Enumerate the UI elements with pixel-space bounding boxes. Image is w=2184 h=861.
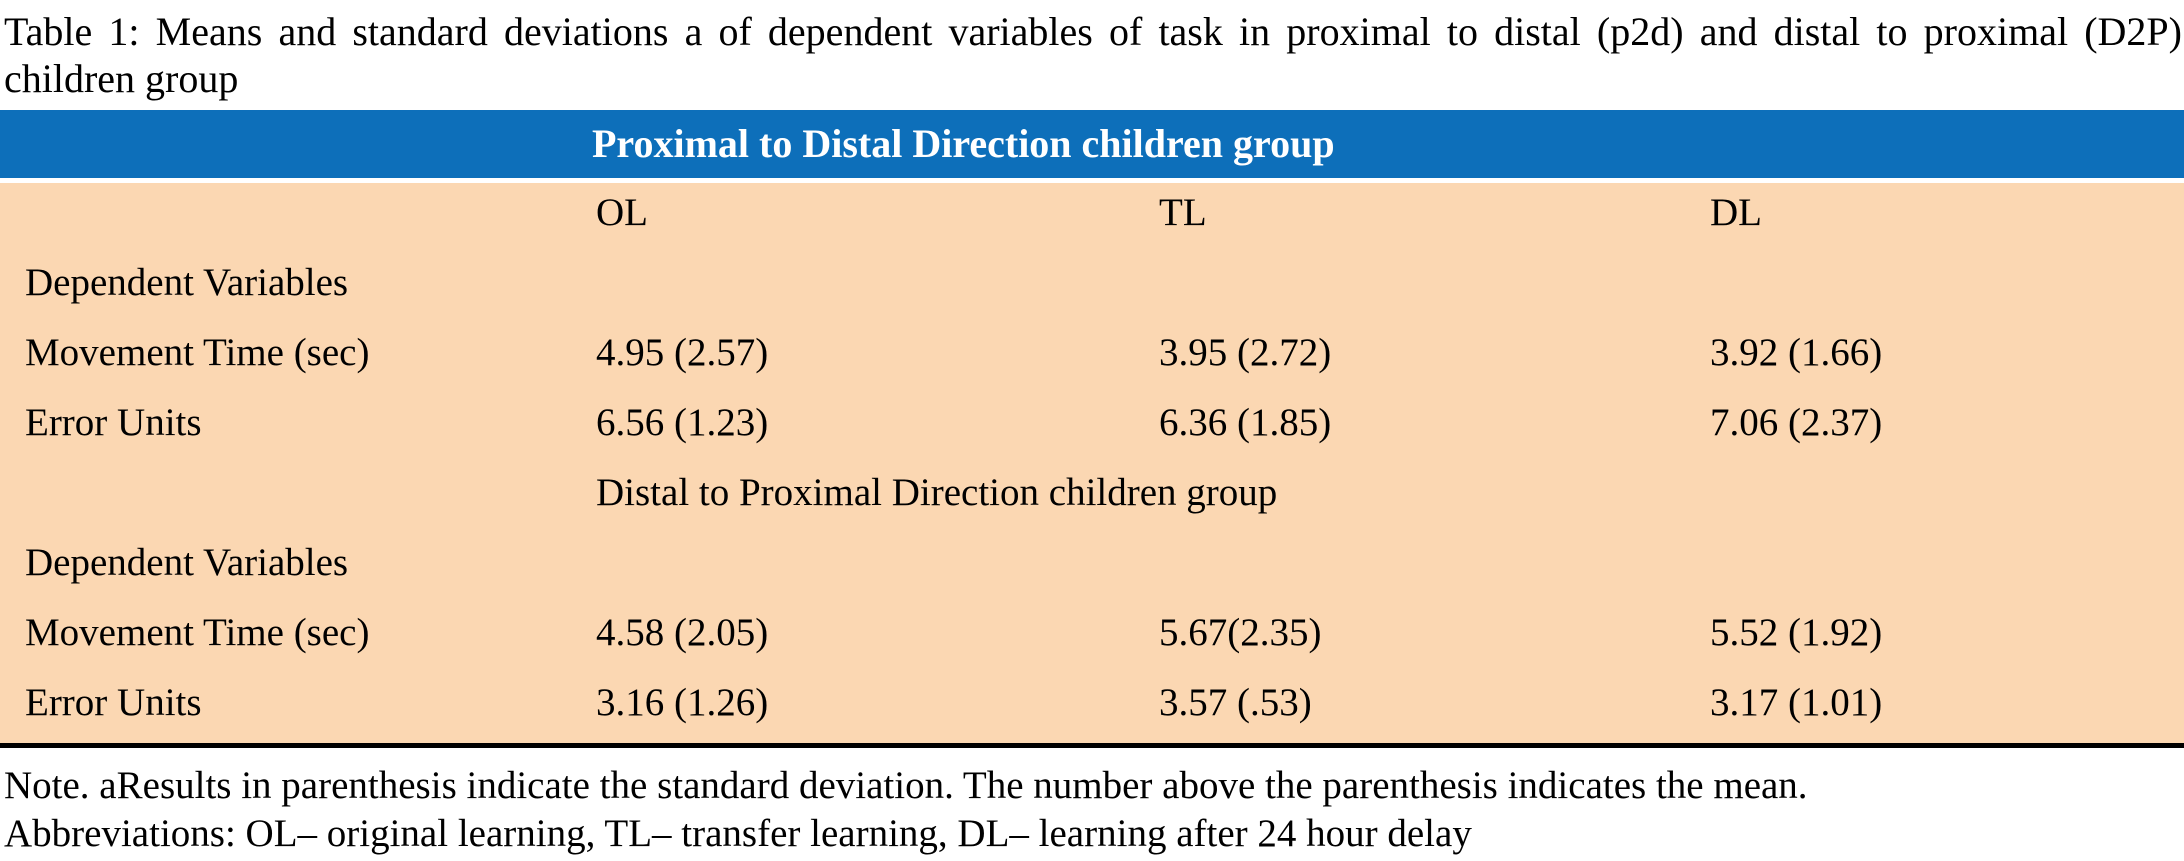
column-header-empty (0, 183, 596, 191)
table-bottom-rule (0, 743, 2184, 748)
cell-tl: 3.95 (2.72) (1159, 331, 1332, 374)
row-label: Error Units (25, 681, 202, 724)
note-line-2: Abbreviations: OL– original learning, TL… (4, 812, 1472, 855)
empty-cell (0, 463, 596, 471)
column-header-row: OL TL DL (0, 183, 2184, 253)
cell-tl: 3.57 (.53) (1159, 681, 1312, 724)
group2-header-row: Distal to Proximal Direction children gr… (0, 463, 2184, 533)
cell-ol: 3.16 (1.26) (596, 681, 769, 724)
group1-label-row: Dependent Variables (0, 253, 2184, 323)
cell-ol: 4.58 (2.05) (596, 611, 769, 654)
group1-header: Proximal to Distal Direction children gr… (592, 121, 1335, 166)
cell-tl: 6.36 (1.85) (1159, 401, 1332, 444)
cell-dl: 3.17 (1.01) (1710, 681, 1883, 724)
empty-cell (1159, 253, 1710, 261)
row-label: Error Units (25, 401, 202, 444)
row-label: Movement Time (sec) (25, 611, 370, 654)
empty-cell (1710, 533, 2184, 541)
dependent-variables-label: Dependent Variables (25, 541, 349, 584)
group2-label-row: Dependent Variables (0, 533, 2184, 603)
cell-dl: 3.92 (1.66) (1710, 331, 1883, 374)
table-notes: Note. aResults in parenthesis indicate t… (0, 748, 2184, 858)
dependent-variables-label: Dependent Variables (25, 261, 349, 304)
cell-ol: 4.95 (2.57) (596, 331, 769, 374)
column-header-dl: DL (1710, 191, 1762, 234)
empty-cell (596, 533, 1159, 541)
empty-cell (1710, 253, 2184, 261)
table-row: Movement Time (sec) 4.95 (2.57) 3.95 (2.… (0, 323, 2184, 393)
group2-header: Distal to Proximal Direction children gr… (596, 471, 1278, 514)
header-body-gap (0, 178, 2184, 183)
cell-dl: 7.06 (2.37) (1710, 401, 1883, 444)
column-header-tl: TL (1159, 191, 1207, 234)
table-body: OL TL DL Dependent Variables Movement Ti… (0, 183, 2184, 743)
cell-dl: 5.52 (1.92) (1710, 611, 1883, 654)
cell-tl: 5.67(2.35) (1159, 611, 1322, 654)
group1-header-bar: Proximal to Distal Direction children gr… (0, 110, 2184, 178)
row-label: Movement Time (sec) (25, 331, 370, 374)
cell-ol: 6.56 (1.23) (596, 401, 769, 444)
empty-cell (1159, 533, 1710, 541)
table-row: Movement Time (sec) 4.58 (2.05) 5.67(2.3… (0, 603, 2184, 673)
table-row: Error Units 6.56 (1.23) 6.36 (1.85) 7.06… (0, 393, 2184, 463)
empty-cell (596, 253, 1159, 261)
table-caption: Table 1: Means and standard deviations a… (4, 9, 2182, 101)
note-line-1: Note. aResults in parenthesis indicate t… (4, 764, 1808, 807)
column-header-ol: OL (596, 191, 648, 234)
table-row: Error Units 3.16 (1.26) 3.57 (.53) 3.17 … (0, 673, 2184, 743)
